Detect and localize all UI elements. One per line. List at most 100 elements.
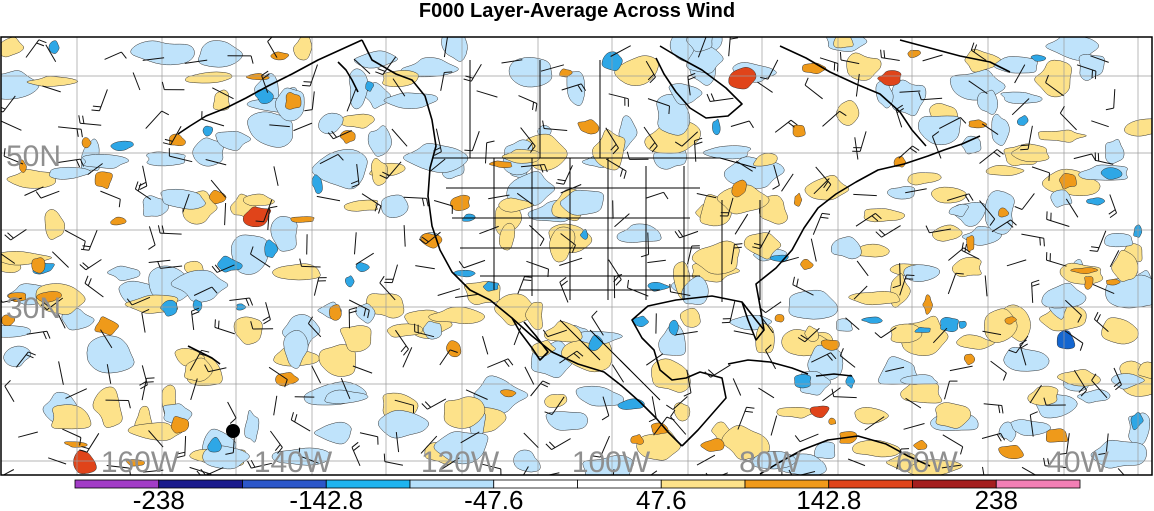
longitude-label: 60W: [896, 446, 958, 479]
wind-barb: [1046, 211, 1070, 227]
positive-contour: [51, 404, 92, 430]
wind-barb: [839, 348, 856, 368]
latitude-label: 30N: [6, 292, 61, 325]
wind-barb: [1064, 299, 1082, 323]
wind-barb: [734, 213, 749, 235]
political-border: [432, 157, 757, 169]
wind-barb: [479, 225, 499, 235]
wind-barb: [4, 228, 27, 241]
negative-contour: [264, 239, 279, 258]
wind-barb: [1019, 339, 1028, 366]
negative-contour: [107, 265, 141, 281]
wind-barb: [757, 81, 773, 93]
wind-barb: [273, 166, 279, 186]
wind-barb: [204, 364, 227, 373]
wind-barb: [316, 195, 341, 202]
latitude-labels: 50N 30N: [6, 140, 61, 325]
wind-barb: [560, 233, 576, 253]
wind-barb: [696, 454, 716, 466]
wind-barb: [847, 458, 866, 467]
negative-contour: [861, 316, 883, 324]
coastline: [655, 45, 743, 119]
negative-contour: [900, 374, 939, 385]
wind-barb: [273, 395, 278, 416]
wind-barb: [643, 126, 658, 153]
wind-barb: [35, 190, 60, 199]
wind-barb: [875, 225, 901, 238]
wind-barb: [545, 438, 571, 451]
wind-barb: [939, 117, 967, 129]
wind-barb: [701, 472, 728, 475]
wind-barb: [182, 193, 190, 213]
wind-barb: [839, 51, 860, 65]
negative-contour: [1016, 115, 1029, 126]
wind-barb: [674, 131, 699, 147]
wind-barb: [262, 302, 271, 325]
wind-barb: [730, 120, 754, 129]
positive-contour: [776, 407, 815, 419]
wind-barb: [247, 459, 273, 469]
positive-contour: [963, 353, 976, 366]
positive-contour: [498, 197, 534, 213]
positive-contour: [450, 194, 470, 211]
positive-contour: [848, 290, 901, 306]
negative-contour: [903, 264, 941, 282]
negative-contour: [961, 135, 982, 155]
wind-barb: [931, 131, 942, 159]
wind-barb: [429, 158, 446, 172]
wind-barb: [697, 37, 707, 58]
negative-contour: [483, 281, 499, 292]
wind-barb: [650, 470, 658, 475]
political-border: [619, 359, 661, 401]
wind-barb: [58, 361, 64, 385]
wind-barb: [1014, 64, 1026, 84]
wind-barb: [895, 104, 904, 128]
positive-contour: [443, 396, 486, 429]
positive-contour: [966, 235, 975, 253]
wind-barb: [1092, 283, 1115, 295]
negative-contour: [1003, 346, 1050, 372]
positive-contour: [285, 92, 302, 110]
wind-barb: [210, 179, 226, 198]
wind-barb: [813, 178, 830, 195]
wind-barb: [781, 173, 794, 192]
negative-contour: [270, 216, 298, 252]
wind-barb: [647, 259, 666, 264]
wind-barb: [732, 378, 742, 396]
wind-barb: [391, 128, 408, 147]
wind-barb: [524, 366, 535, 385]
wind-barb: [293, 122, 313, 132]
wind-barb: [811, 352, 837, 363]
wind-barb: [392, 78, 406, 97]
wind-barb: [526, 260, 549, 278]
wind-barb: [355, 252, 374, 265]
colorbar-labels: -238 -142.8 -47.6 47.6 142.8 238: [133, 485, 1018, 511]
wind-barb: [1058, 433, 1070, 455]
negative-contour: [948, 203, 969, 217]
negative-contour: [1078, 54, 1105, 81]
colorbar-label: -47.6: [464, 485, 523, 511]
wind-barb: [348, 299, 370, 319]
core-contour: [998, 445, 1024, 460]
wind-barb: [670, 409, 687, 435]
wind-barb: [544, 396, 565, 415]
wind-barb: [905, 188, 927, 194]
negative-contour: [668, 319, 679, 336]
core-contour: [877, 70, 902, 86]
latitude-label: 50N: [6, 140, 61, 173]
wind-barb: [898, 145, 920, 159]
coastline: [361, 39, 683, 447]
wind-barb: [211, 264, 235, 273]
wind-barb: [464, 131, 480, 152]
wind-barb: [250, 246, 271, 268]
wind-barb: [540, 64, 565, 72]
wind-barb: [224, 202, 227, 226]
negative-contour: [441, 37, 468, 62]
wind-barb: [719, 197, 734, 217]
positive-contour: [1004, 316, 1017, 325]
wind-barb: [647, 98, 670, 115]
wind-barb: [627, 279, 649, 297]
wind-barb: [905, 397, 922, 409]
wind-barb: [184, 59, 208, 64]
positive-contour: [592, 129, 626, 171]
